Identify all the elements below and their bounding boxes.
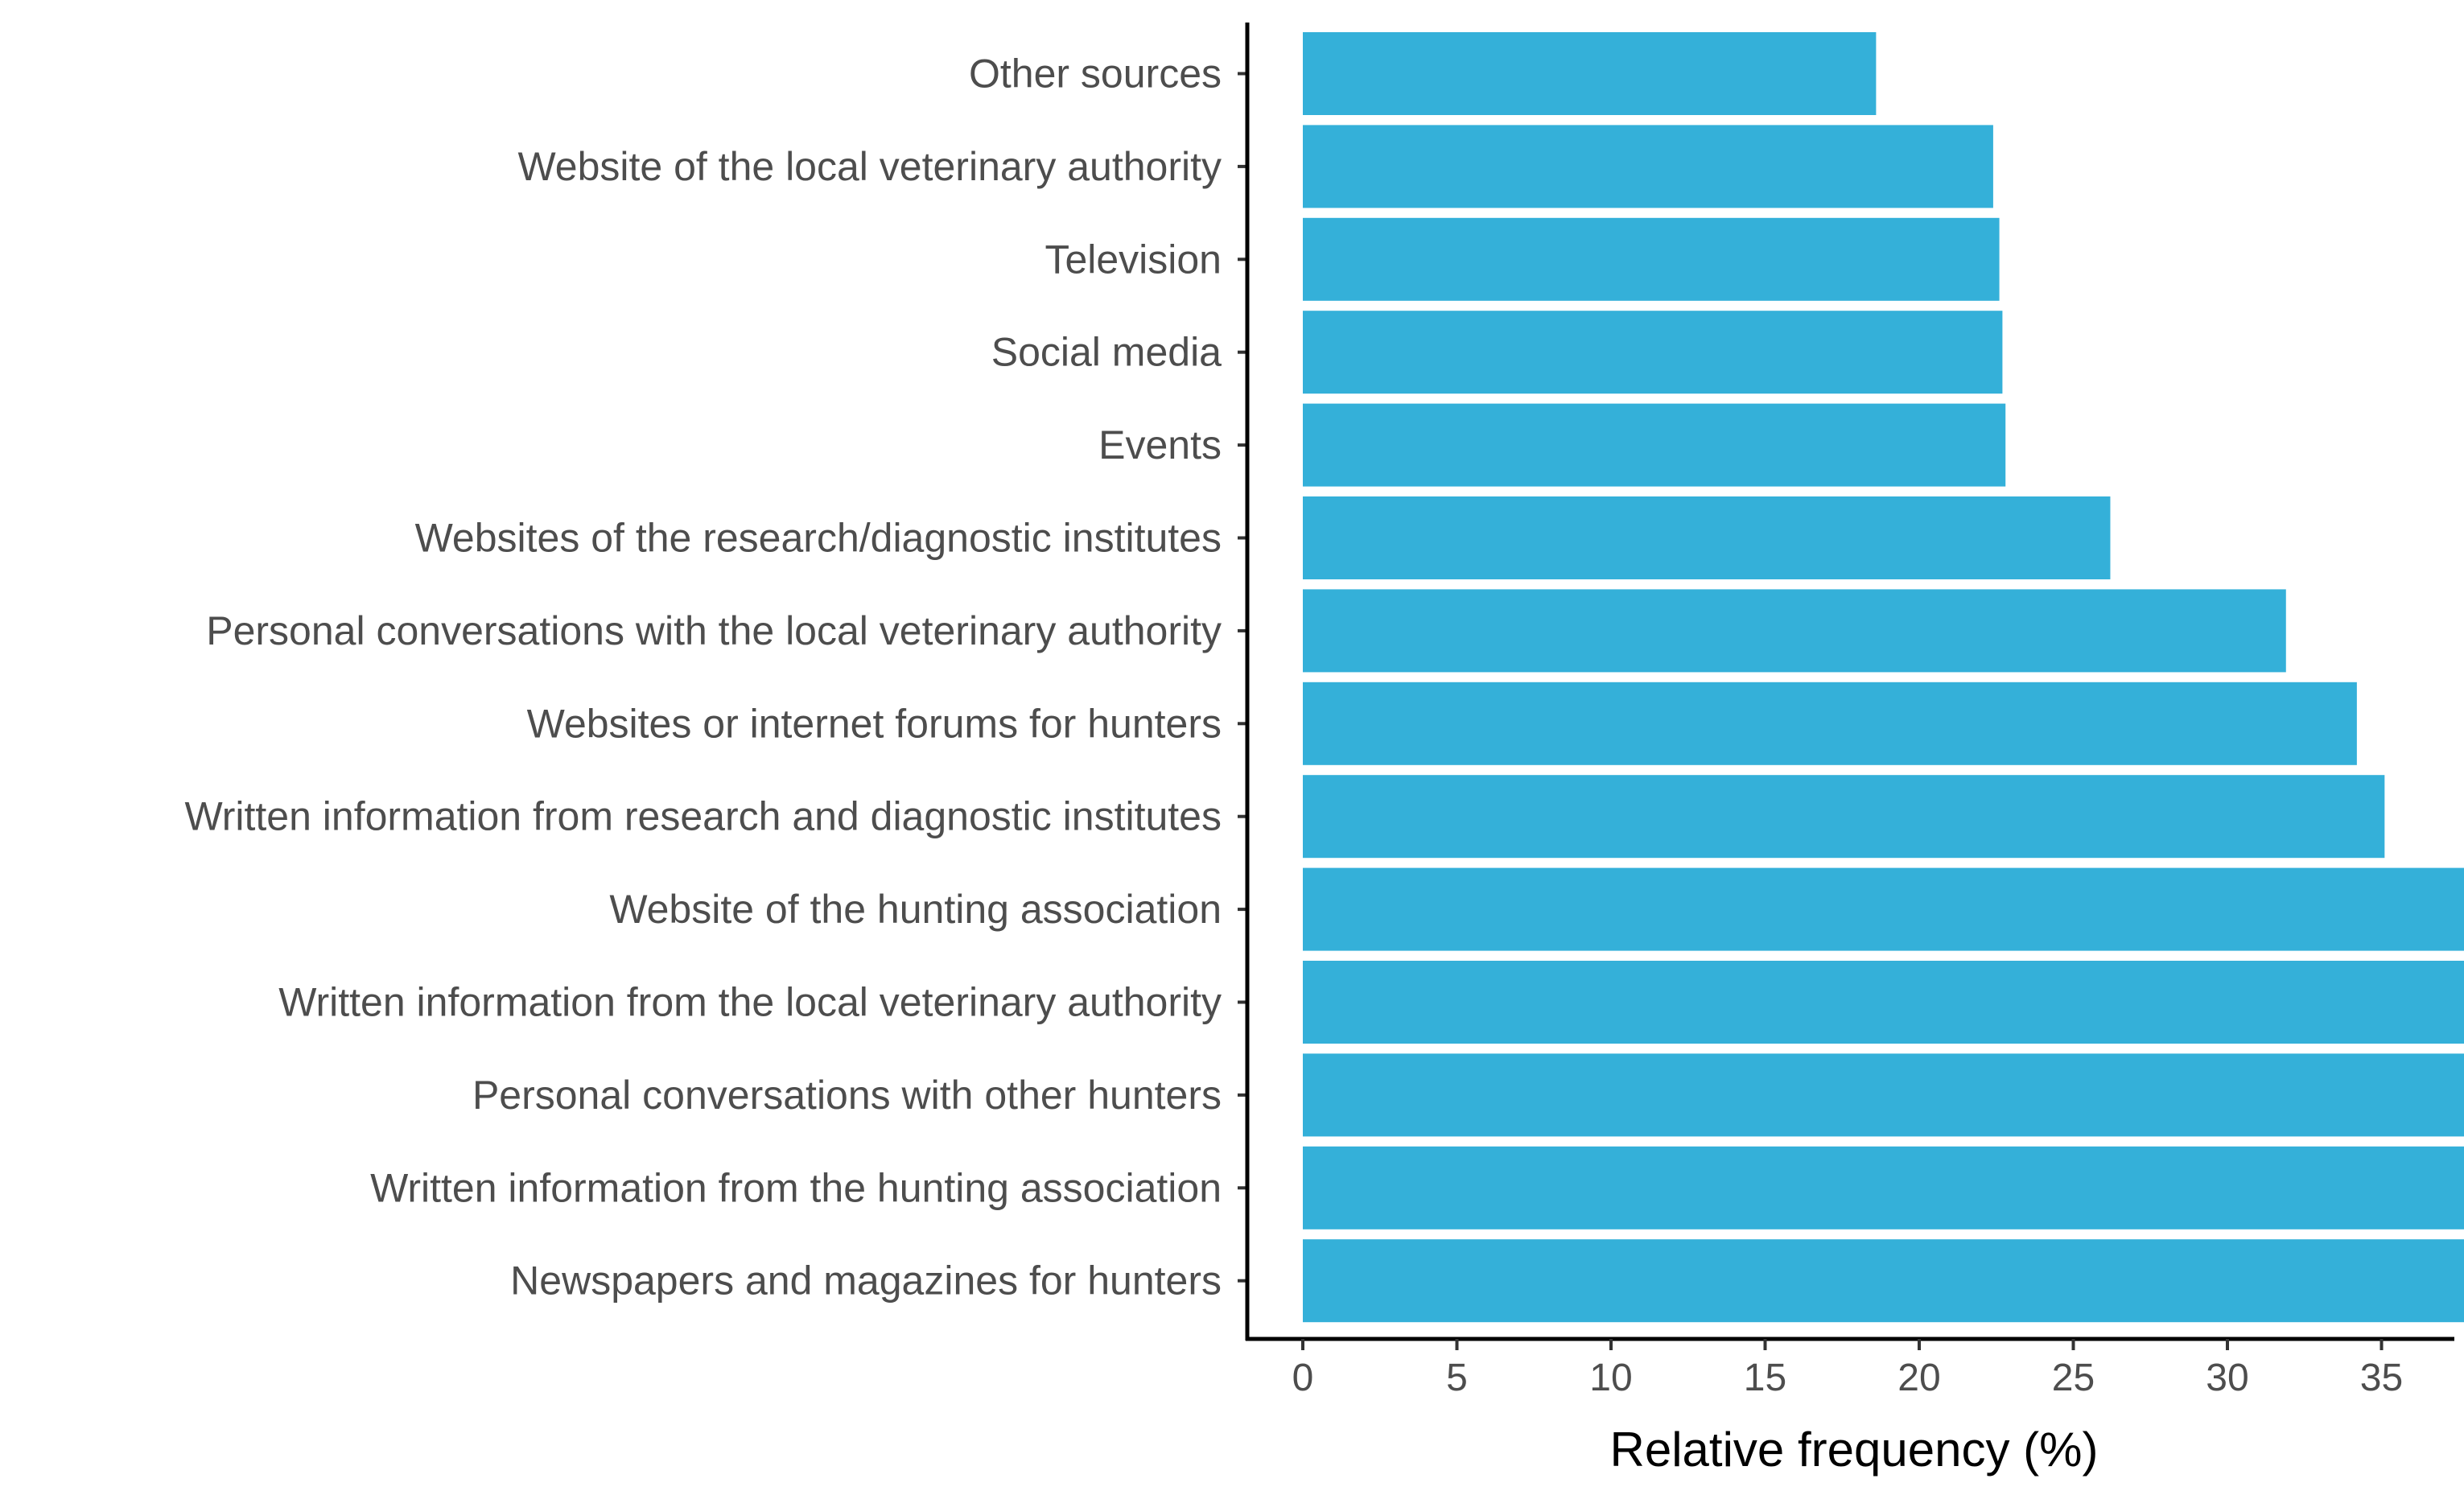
bar-4 [1303, 403, 2006, 487]
category-label-2: Television [1045, 237, 1222, 282]
category-label-11: Personal conversations with other hunter… [472, 1073, 1222, 1118]
x-tick-label-6: 30 [2206, 1357, 2248, 1399]
category-label-13: Newspapers and magazines for hunters [510, 1258, 1222, 1304]
bar-11 [1303, 1053, 2464, 1137]
x-tick-label-3: 15 [1744, 1357, 1786, 1399]
bar-8 [1303, 775, 2385, 859]
category-label-7: Websites or internet forums for hunters [527, 701, 1222, 746]
category-label-0: Other sources [969, 51, 1222, 97]
bar-1 [1303, 125, 1993, 208]
x-tick-label-5: 25 [2052, 1357, 2095, 1399]
x-tick-label-0: 0 [1292, 1357, 1314, 1399]
x-tick-label-2: 10 [1589, 1357, 1632, 1399]
x-axis: 0510152025303540455055606570 [1246, 1337, 2454, 1399]
bar-0 [1303, 32, 1877, 115]
bar-12 [1303, 1146, 2464, 1229]
bar-9 [1303, 867, 2464, 951]
bar-3 [1303, 311, 2003, 394]
bar-10 [1303, 961, 2464, 1044]
category-label-1: Website of the local veterinary authorit… [517, 144, 1222, 189]
x-tick-label-7: 35 [2360, 1357, 2403, 1399]
bar-6 [1303, 589, 2286, 673]
category-label-6: Personal conversations with the local ve… [206, 608, 1222, 653]
category-label-8: Written information from research and di… [184, 794, 1222, 839]
category-label-9: Website of the hunting association [609, 887, 1222, 932]
bar-7 [1303, 682, 2357, 765]
category-label-5: Websites of the research/diagnostic inst… [415, 516, 1222, 561]
category-label-10: Written information from the local veter… [278, 980, 1222, 1025]
bar-2 [1303, 217, 2000, 301]
y-axis: Other sources Website of the local veteri… [184, 23, 1250, 1341]
category-label-12: Written information from the hunting ass… [370, 1165, 1222, 1210]
bars-group [1303, 32, 2464, 1323]
bar-5 [1303, 496, 2111, 579]
x-axis-title: Relative frequency (%) [1610, 1423, 2099, 1477]
bar-13 [1303, 1239, 2464, 1323]
x-tick-label-1: 5 [1446, 1357, 1468, 1399]
x-tick-label-4: 20 [1897, 1357, 1940, 1399]
category-label-3: Social media [991, 330, 1222, 375]
category-label-4: Events [1098, 422, 1222, 467]
